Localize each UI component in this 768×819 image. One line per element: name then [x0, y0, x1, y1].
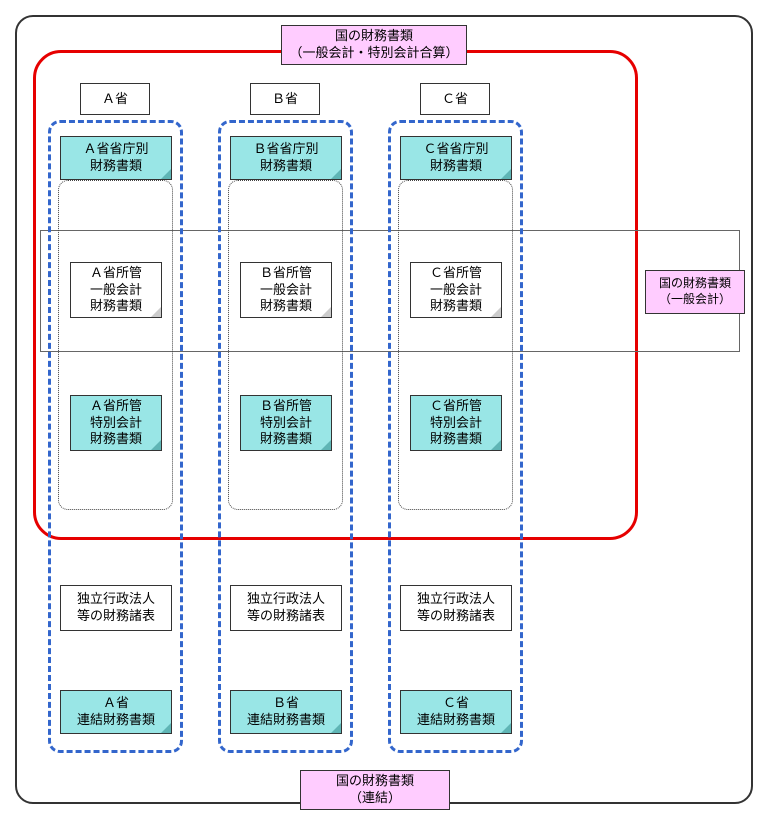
col-c-header: Ｃ省: [420, 83, 490, 115]
col-c-shocho: Ｃ省省庁別 財務書類: [400, 136, 512, 180]
col-a-shocho: Ａ省省庁別 財務書類: [60, 136, 172, 180]
col-b-header: Ｂ省: [250, 83, 320, 115]
right-label: 国の財務書類 （一般会計）: [645, 270, 745, 314]
right-label-line2: （一般会計）: [659, 292, 731, 308]
title-top: 国の財務書類 （一般会計・特別会計合算）: [281, 25, 467, 65]
col-c-dokuritsu: 独立行政法人 等の財務諸表: [400, 585, 512, 631]
col-b-dotted: [228, 180, 343, 510]
col-a-dotted: [58, 180, 173, 510]
col-b-ippan: Ｂ省所管 一般会計 財務書類: [240, 262, 332, 318]
col-a-tokubetsu: Ａ省所管 特別会計 財務書類: [70, 395, 162, 451]
bottom-label: 国の財務書類 （連結）: [300, 770, 450, 810]
title-top-line1: 国の財務書類: [289, 28, 458, 45]
col-a-renketsu: Ａ省 連結財務書類: [60, 690, 172, 734]
col-b-dokuritsu: 独立行政法人 等の財務諸表: [230, 585, 342, 631]
col-b-tokubetsu: Ｂ省所管 特別会計 財務書類: [240, 395, 332, 451]
col-a-header: Ａ省: [80, 83, 150, 115]
col-a-ippan: Ａ省所管 一般会計 財務書類: [70, 262, 162, 318]
col-b-shocho: Ｂ省省庁別 財務書類: [230, 136, 342, 180]
bottom-label-line1: 国の財務書類: [336, 773, 414, 790]
col-c-renketsu: Ｃ省 連結財務書類: [400, 690, 512, 734]
col-a-dokuritsu: 独立行政法人 等の財務諸表: [60, 585, 172, 631]
right-label-line1: 国の財務書類: [659, 276, 731, 292]
bottom-label-line2: （連結）: [336, 790, 414, 807]
col-c-tokubetsu: Ｃ省所管 特別会計 財務書類: [410, 395, 502, 451]
col-c-dotted: [398, 180, 513, 510]
diagram-canvas: 国の財務書類 （一般会計・特別会計合算） 国の財務書類 （一般会計） 国の財務書…: [0, 0, 768, 819]
col-b-renketsu: Ｂ省 連結財務書類: [230, 690, 342, 734]
col-c-ippan: Ｃ省所管 一般会計 財務書類: [410, 262, 502, 318]
title-top-line2: （一般会計・特別会計合算）: [289, 45, 458, 62]
